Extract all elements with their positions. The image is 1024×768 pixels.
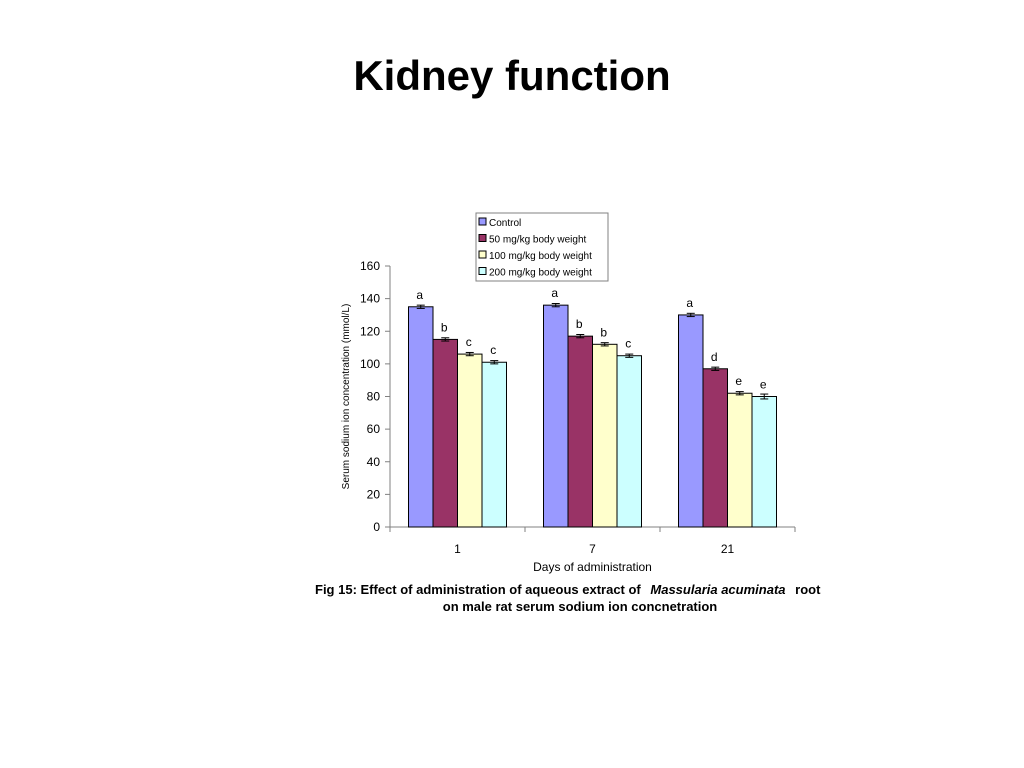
caption-text-start: Fig 15: Effect of administration of aque… xyxy=(315,582,641,597)
significance-letter: a xyxy=(416,288,423,302)
x-tick-label: 1 xyxy=(454,542,461,556)
chart-legend: Control 50 mg/kg body weight 100 mg/kg bod… xyxy=(475,212,609,282)
x-axis-title: Days of administration xyxy=(533,560,652,574)
significance-letter: b xyxy=(441,320,448,334)
significance-letter: b xyxy=(576,317,583,331)
legend-label: 200 mg/kg body weight xyxy=(489,268,592,279)
figure-caption-line1: Fig 15: Effect of administration of aque… xyxy=(315,582,820,597)
legend-box xyxy=(475,212,609,282)
y-tick-label: 40 xyxy=(367,455,381,469)
significance-letter: e xyxy=(760,378,767,392)
legend-label: Control xyxy=(489,218,521,229)
significance-letter: c xyxy=(466,335,472,349)
significance-letter: d xyxy=(711,350,718,364)
y-tick-label: 20 xyxy=(367,487,381,501)
caption-species-name: Massularia acuminata xyxy=(650,582,786,597)
bar xyxy=(678,314,704,528)
legend-label: 100 mg/kg body weight xyxy=(489,251,592,262)
legend-swatch xyxy=(478,267,487,275)
significance-letter: a xyxy=(551,286,558,300)
bar xyxy=(592,343,618,528)
significance-letter: b xyxy=(600,325,607,339)
y-tick-label: 80 xyxy=(367,390,381,404)
bar xyxy=(727,392,753,528)
y-tick-label: 60 xyxy=(367,422,381,436)
y-axis-title: Serum sodium ion concentration (mmol/L) xyxy=(341,304,352,490)
significance-letter: e xyxy=(735,374,742,388)
legend-swatch xyxy=(478,250,487,259)
x-tick-label: 21 xyxy=(721,542,735,556)
bar xyxy=(751,396,777,528)
x-tick-label: 7 xyxy=(589,542,596,556)
y-tick-label: 160 xyxy=(360,259,380,273)
bar xyxy=(408,306,434,528)
caption-text-end: root xyxy=(795,582,821,597)
bar xyxy=(481,361,507,528)
bar xyxy=(567,335,593,528)
bar xyxy=(432,338,458,528)
bar xyxy=(543,304,569,528)
y-tick-label: 100 xyxy=(360,357,380,371)
y-tick-label: 0 xyxy=(373,520,380,534)
bar xyxy=(702,368,728,528)
chart-bars: a b c c a b b c a d e e xyxy=(408,286,777,528)
figure-caption-line2: on male rat serum sodium ion concnetrati… xyxy=(442,599,718,614)
legend-label: 50 mg/kg body weight xyxy=(489,235,587,246)
legend-swatch xyxy=(478,234,487,242)
y-tick-label: 120 xyxy=(360,324,380,338)
significance-letter: c xyxy=(625,337,631,351)
legend-swatch xyxy=(478,217,487,226)
significance-letter: a xyxy=(686,296,693,310)
significance-letter: c xyxy=(490,343,496,357)
bar xyxy=(457,353,483,528)
slide-title: Kidney function xyxy=(353,52,671,99)
y-tick-label: 140 xyxy=(360,292,380,306)
bar xyxy=(616,355,642,528)
